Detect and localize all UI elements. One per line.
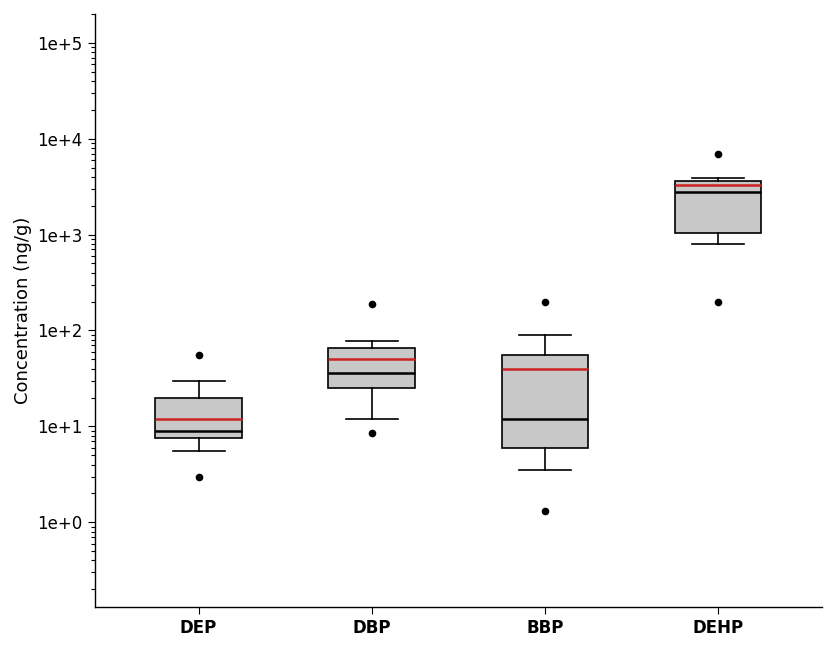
- Bar: [329, 348, 415, 388]
- Bar: [675, 181, 762, 232]
- Y-axis label: Concentration (ng/g): Concentration (ng/g): [14, 217, 32, 404]
- Bar: [155, 398, 242, 438]
- Bar: [502, 355, 589, 448]
